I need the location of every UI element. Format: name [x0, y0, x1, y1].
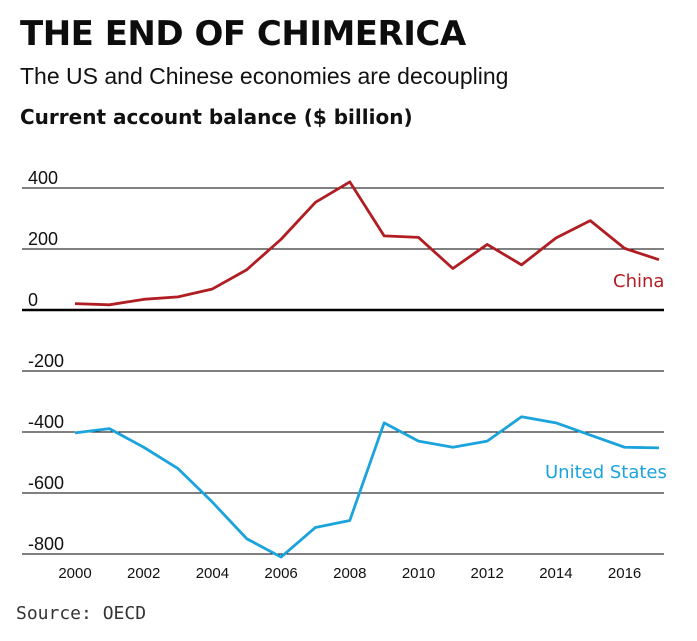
series-label-united-states: United States — [545, 462, 667, 483]
y-tick-label: -600 — [28, 473, 64, 493]
gridlines — [22, 187, 664, 555]
x-tick-labels: 2000 2002 2004 2006 2008 2010 2012 2014 2016 — [58, 565, 641, 582]
x-tick-label: 2006 — [264, 565, 297, 582]
y-tick-label: 0 — [28, 290, 38, 310]
series-lines — [74, 180, 660, 559]
y-tick-label: -200 — [28, 351, 64, 371]
series-label-china: China — [613, 271, 664, 292]
y-tick-label: -400 — [28, 412, 64, 432]
x-tick-label: 2012 — [471, 565, 504, 582]
x-tick-label: 2002 — [127, 565, 160, 582]
chart-subtitle: The US and Chinese economies are decoupl… — [20, 63, 509, 89]
x-tick-label: 2000 — [58, 565, 91, 582]
y-tick-label: -800 — [28, 534, 64, 554]
x-tick-label: 2016 — [608, 565, 641, 582]
y-tick-label: 200 — [28, 229, 58, 249]
chart-title: THE END OF CHIMERICA — [20, 14, 466, 54]
series-line-china — [74, 180, 660, 307]
x-tick-label: 2008 — [333, 565, 366, 582]
x-tick-label: 2010 — [402, 565, 435, 582]
y-tick-labels: 400 200 0 -200 -400 -600 -800 — [28, 168, 64, 554]
x-tick-label: 2014 — [539, 565, 572, 582]
source-note: Source: OECD — [16, 603, 147, 624]
y-tick-label: 400 — [28, 168, 58, 188]
y-axis-label: Current account balance ($ billion) — [20, 105, 413, 129]
x-tick-label: 2004 — [196, 565, 229, 582]
series-line-united-states — [74, 415, 659, 559]
